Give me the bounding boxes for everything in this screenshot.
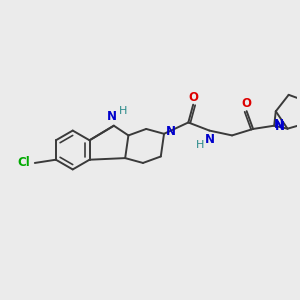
Text: N: N <box>107 110 117 123</box>
Text: O: O <box>242 97 252 110</box>
Text: O: O <box>188 91 198 104</box>
Text: N: N <box>275 120 285 133</box>
Text: Cl: Cl <box>17 157 30 169</box>
Text: N: N <box>166 125 176 138</box>
Text: N: N <box>274 118 284 130</box>
Text: N: N <box>205 133 215 146</box>
Text: H: H <box>119 106 128 116</box>
Text: H: H <box>196 140 205 150</box>
